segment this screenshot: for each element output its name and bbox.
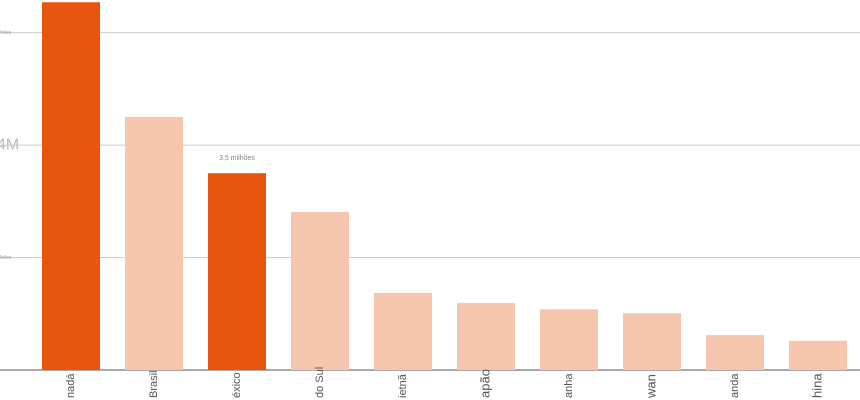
bar xyxy=(125,116,183,371)
x-tick-label: ietnã xyxy=(397,373,409,398)
y-tick-label: 4M xyxy=(0,136,19,153)
value-label: 3,5 milhões xyxy=(219,155,255,162)
x-tick-label: hina xyxy=(809,373,824,398)
x-tick-label: do Sul xyxy=(314,367,326,398)
bar xyxy=(789,340,847,370)
bar xyxy=(291,211,349,370)
x-tick-label: nadá xyxy=(65,373,77,398)
bar xyxy=(623,313,681,370)
y-tick-label: milhões xyxy=(0,255,12,261)
x-tick-label: éxico xyxy=(231,372,243,398)
y-tick-label: milhões xyxy=(0,30,12,36)
x-tick-label: anda xyxy=(729,373,741,398)
bar xyxy=(706,335,764,370)
bar xyxy=(42,2,100,371)
bar xyxy=(374,292,432,370)
x-tick-label: anha xyxy=(563,373,575,398)
bar xyxy=(457,303,515,370)
bar xyxy=(208,173,266,370)
bar xyxy=(540,309,598,370)
x-tick-label: apão xyxy=(477,369,492,398)
x-tick-label: Brasil xyxy=(148,370,160,398)
x-tick-label: wan xyxy=(643,374,658,399)
